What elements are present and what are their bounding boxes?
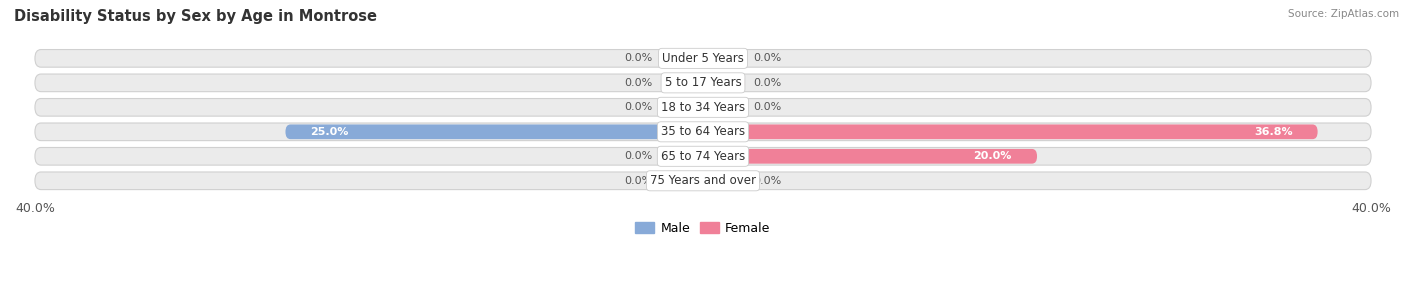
FancyBboxPatch shape bbox=[703, 76, 745, 90]
Text: 0.0%: 0.0% bbox=[624, 102, 652, 112]
FancyBboxPatch shape bbox=[703, 174, 745, 188]
Text: 25.0%: 25.0% bbox=[311, 127, 349, 137]
FancyBboxPatch shape bbox=[703, 149, 1038, 164]
FancyBboxPatch shape bbox=[661, 149, 703, 164]
FancyBboxPatch shape bbox=[35, 49, 1371, 67]
FancyBboxPatch shape bbox=[661, 76, 703, 90]
Text: 5 to 17 Years: 5 to 17 Years bbox=[665, 76, 741, 89]
FancyBboxPatch shape bbox=[661, 100, 703, 115]
Text: 0.0%: 0.0% bbox=[624, 151, 652, 161]
Text: 18 to 34 Years: 18 to 34 Years bbox=[661, 101, 745, 114]
Legend: Male, Female: Male, Female bbox=[630, 217, 776, 240]
Text: 75 Years and over: 75 Years and over bbox=[650, 174, 756, 187]
Text: Source: ZipAtlas.com: Source: ZipAtlas.com bbox=[1288, 9, 1399, 19]
FancyBboxPatch shape bbox=[661, 51, 703, 66]
FancyBboxPatch shape bbox=[703, 51, 745, 66]
Text: 0.0%: 0.0% bbox=[624, 53, 652, 63]
Text: 0.0%: 0.0% bbox=[754, 102, 782, 112]
Text: 35 to 64 Years: 35 to 64 Years bbox=[661, 125, 745, 138]
Text: 0.0%: 0.0% bbox=[754, 78, 782, 88]
Text: 0.0%: 0.0% bbox=[624, 78, 652, 88]
Text: 20.0%: 20.0% bbox=[973, 151, 1012, 161]
Text: 0.0%: 0.0% bbox=[754, 176, 782, 186]
FancyBboxPatch shape bbox=[285, 124, 703, 139]
FancyBboxPatch shape bbox=[35, 148, 1371, 165]
Text: 36.8%: 36.8% bbox=[1254, 127, 1292, 137]
FancyBboxPatch shape bbox=[703, 100, 745, 115]
Text: 0.0%: 0.0% bbox=[624, 176, 652, 186]
Text: 65 to 74 Years: 65 to 74 Years bbox=[661, 150, 745, 163]
FancyBboxPatch shape bbox=[35, 172, 1371, 190]
Text: Under 5 Years: Under 5 Years bbox=[662, 52, 744, 65]
FancyBboxPatch shape bbox=[35, 74, 1371, 92]
FancyBboxPatch shape bbox=[35, 99, 1371, 116]
FancyBboxPatch shape bbox=[703, 124, 1317, 139]
Text: Disability Status by Sex by Age in Montrose: Disability Status by Sex by Age in Montr… bbox=[14, 9, 377, 24]
Text: 0.0%: 0.0% bbox=[754, 53, 782, 63]
FancyBboxPatch shape bbox=[661, 174, 703, 188]
FancyBboxPatch shape bbox=[35, 123, 1371, 141]
